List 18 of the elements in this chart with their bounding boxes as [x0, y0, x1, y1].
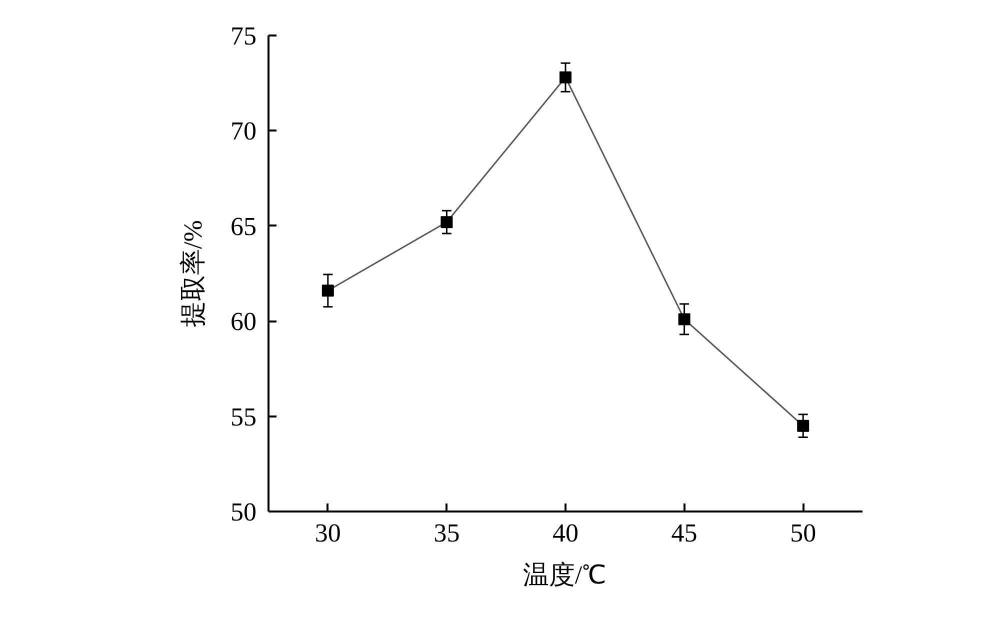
x-tick-label: 50: [790, 518, 816, 548]
x-tick-label: 40: [552, 518, 578, 548]
y-axis-title: 提取率/%: [178, 220, 208, 327]
x-tick-label: 35: [434, 518, 460, 548]
y-tick-label: 60: [230, 307, 256, 336]
x-axis-title: 温度/℃: [522, 560, 606, 590]
point: [322, 284, 334, 297]
point: [560, 71, 572, 84]
y-tick-label: 65: [230, 212, 256, 241]
y-tick-label: 50: [230, 498, 256, 526]
x-tick-label: 45: [671, 518, 698, 548]
point: [440, 216, 453, 228]
x-tick-label: 30: [314, 518, 341, 548]
point: [678, 313, 690, 326]
point: [797, 420, 810, 432]
y-tick-label: 75: [230, 22, 256, 50]
y-tick-label: 70: [230, 116, 256, 146]
y-tick-label: 55: [230, 402, 256, 432]
